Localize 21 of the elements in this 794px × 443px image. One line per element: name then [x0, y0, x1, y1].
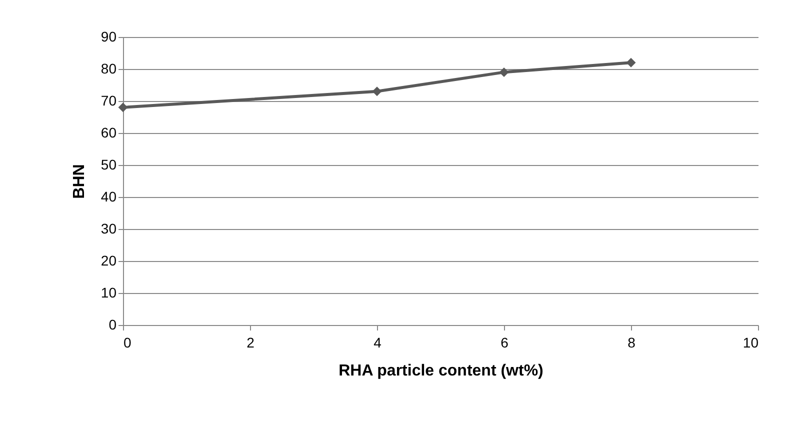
x-tick-label: 10 [742, 334, 759, 350]
y-tick-label: 30 [100, 220, 117, 236]
y-tick-label: 90 [100, 28, 117, 44]
x-tick-label: 4 [374, 334, 382, 350]
y-tick-label: 40 [100, 188, 117, 204]
x-tick-label: 8 [628, 334, 636, 350]
x-tick-label: 0 [124, 334, 132, 350]
y-tick-label: 70 [100, 92, 117, 108]
y-tick-label: 20 [100, 252, 117, 268]
y-tick-label: 60 [100, 124, 117, 140]
point [499, 67, 509, 77]
x-axis-title: RHA particle content (wt%) [338, 362, 544, 380]
y-tick-label: 80 [100, 60, 117, 76]
y-axis-title: BHN [70, 164, 88, 199]
point [626, 58, 636, 68]
y-tick-label: 10 [100, 284, 117, 300]
y-tick-label: 0 [108, 316, 117, 332]
point [372, 86, 382, 96]
x-tick-label: 6 [500, 334, 509, 350]
x-tick-label: 2 [246, 334, 255, 350]
y-tick-label: 50 [100, 156, 117, 172]
